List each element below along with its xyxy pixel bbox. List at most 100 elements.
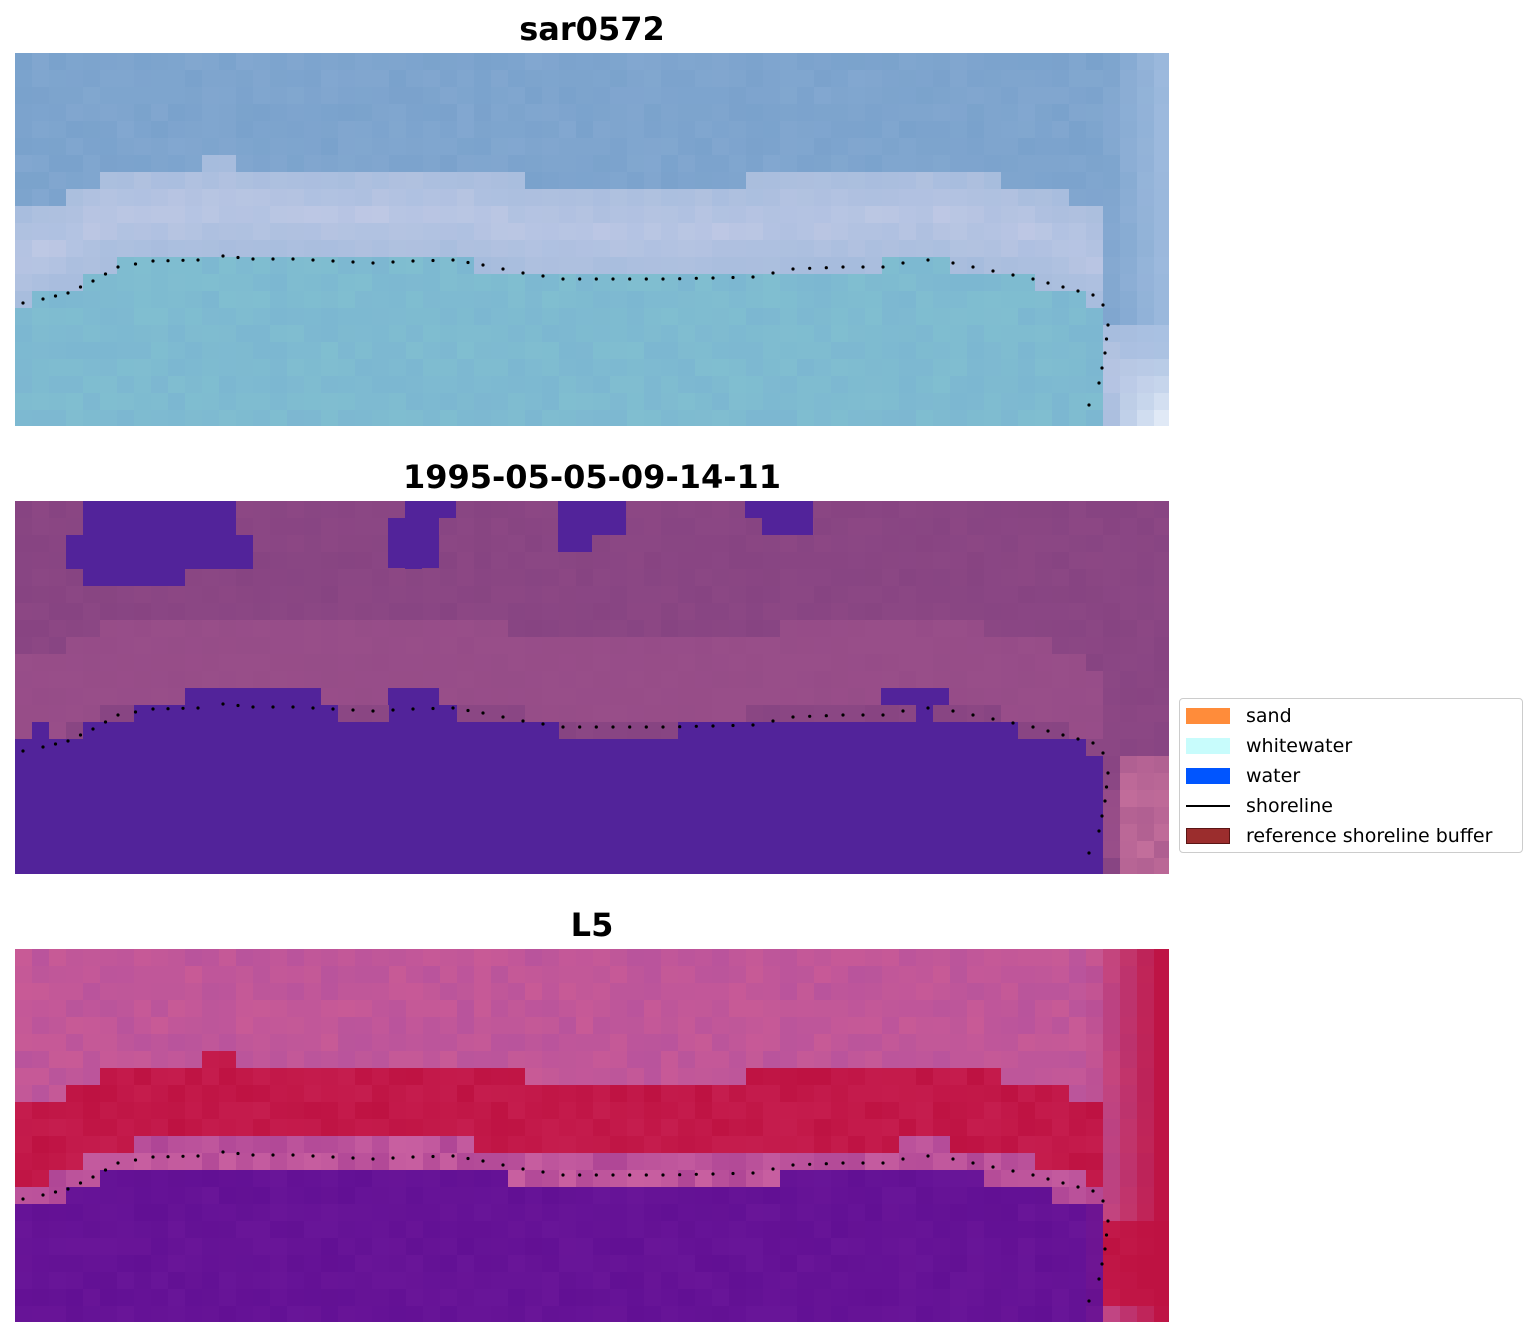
raster-cell [678, 1204, 696, 1222]
raster-cell [253, 739, 271, 757]
raster-cell [236, 1034, 254, 1052]
raster-cell [236, 756, 254, 774]
raster-cell [814, 1289, 832, 1307]
raster-cell [848, 773, 866, 791]
shoreline-point [1011, 721, 1015, 725]
raster-cell [168, 949, 186, 967]
raster-cell [848, 739, 866, 757]
raster-cell [1001, 1289, 1019, 1307]
raster-cell [1069, 1153, 1087, 1171]
raster-cell [219, 1102, 237, 1120]
raster-cell [83, 790, 101, 808]
raster-cell [1086, 773, 1104, 791]
raster-cell [797, 841, 815, 859]
raster-cell [168, 807, 186, 825]
raster-cell [304, 1187, 322, 1205]
raster-cell [270, 739, 288, 757]
raster-cell [661, 53, 679, 71]
raster-cell [372, 983, 390, 1001]
raster-cell [695, 518, 713, 536]
raster-cell [559, 257, 577, 275]
raster-cell [1001, 807, 1019, 825]
raster-cell [1154, 790, 1169, 808]
raster-cell [627, 705, 645, 723]
raster-cell [763, 824, 781, 842]
raster-cell [287, 705, 305, 723]
raster-cell [797, 1272, 815, 1290]
raster-cell [32, 1085, 50, 1103]
raster-cell [32, 1255, 50, 1273]
raster-cell [1120, 501, 1138, 519]
raster-cell [219, 983, 237, 1001]
raster-cell [406, 1085, 424, 1103]
raster-cell [304, 1255, 322, 1273]
raster-cell [1052, 1204, 1070, 1222]
raster-cell [576, 274, 594, 292]
raster-cell [440, 223, 458, 241]
raster-cell [1137, 1153, 1155, 1171]
raster-cell [984, 841, 1002, 859]
raster-cell [508, 121, 526, 139]
raster-cell [576, 824, 594, 842]
raster-cell [610, 949, 628, 967]
raster-cell [678, 53, 696, 71]
raster-cell [202, 138, 220, 156]
raster-cell [1001, 1221, 1019, 1239]
raster-cell [984, 189, 1002, 207]
raster-cell [899, 1306, 917, 1322]
raster-cell [899, 1204, 917, 1222]
raster-cell [678, 722, 696, 740]
raster-cell [1035, 620, 1053, 638]
raster-cell [831, 70, 849, 88]
raster-cell [1018, 620, 1036, 638]
raster-cell [338, 1187, 356, 1205]
shoreline-point [466, 260, 470, 265]
raster-cell [270, 637, 288, 655]
raster-cell [66, 1051, 84, 1069]
raster-cell [1052, 654, 1070, 672]
raster-cell [1001, 189, 1019, 207]
raster-cell [202, 104, 220, 122]
raster-cell [321, 308, 339, 326]
raster-cell [236, 393, 254, 411]
raster-cell [1120, 257, 1138, 275]
raster-cell [525, 586, 543, 604]
raster-cell [287, 70, 305, 88]
raster-cell [83, 807, 101, 825]
raster-cell [1035, 535, 1053, 553]
raster-cell [950, 1051, 968, 1069]
raster-cell [695, 756, 713, 774]
raster-cell [168, 1187, 186, 1205]
raster-cell [1018, 518, 1036, 536]
raster-cell [1069, 1187, 1087, 1205]
raster-cell [49, 359, 67, 377]
raster-cell [610, 1204, 628, 1222]
raster-cell [236, 983, 254, 1001]
raster-cell [814, 1051, 832, 1069]
raster-cell [49, 756, 67, 774]
raster-cell [865, 342, 883, 360]
raster-cell [865, 223, 883, 241]
raster-cell [236, 1289, 254, 1307]
raster-cell [1120, 966, 1138, 984]
raster-cell [66, 376, 84, 394]
raster-cell [253, 756, 271, 774]
raster-cell [100, 603, 118, 621]
raster-cell [151, 376, 169, 394]
raster-cell [134, 121, 152, 139]
raster-cell [66, 637, 84, 655]
raster-cell [1069, 688, 1087, 706]
raster-cell [1069, 807, 1087, 825]
raster-cell [882, 308, 900, 326]
raster-cell [831, 1289, 849, 1307]
raster-cell [338, 359, 356, 377]
raster-cell [1035, 841, 1053, 859]
raster-cell [423, 722, 441, 740]
raster-cell [831, 586, 849, 604]
raster-cell [219, 1187, 237, 1205]
raster-cell [202, 966, 220, 984]
raster-cell [15, 535, 33, 553]
raster-cell [202, 410, 220, 426]
raster-cell [1120, 104, 1138, 122]
raster-cell [321, 257, 339, 275]
